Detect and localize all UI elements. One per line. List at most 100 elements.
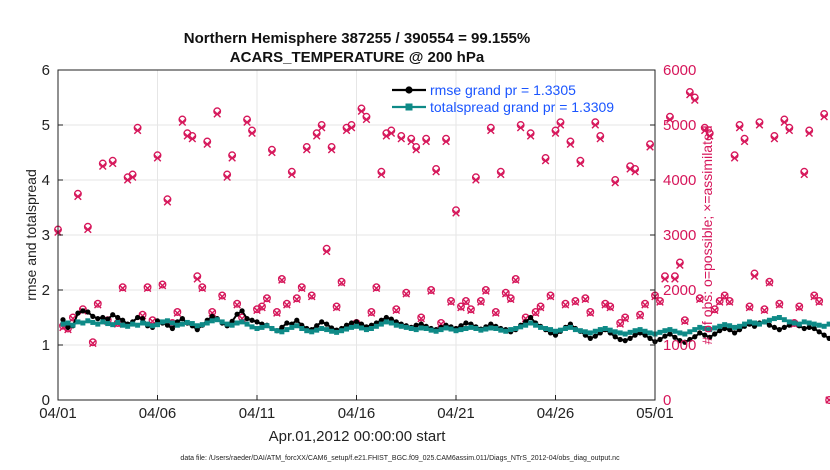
right-tick-label: 2000 — [663, 282, 696, 299]
spread-point — [712, 325, 718, 331]
rmse-point — [622, 338, 628, 344]
spread-point — [319, 326, 325, 331]
rmse-point — [801, 325, 807, 332]
rmse-point — [348, 320, 355, 326]
spread-point — [607, 327, 613, 333]
spread-point — [493, 326, 499, 331]
obs-assimilated-point — [382, 132, 391, 140]
obs-possible-point — [263, 294, 271, 303]
rmse-point — [179, 316, 185, 322]
rmse-point — [667, 331, 673, 337]
spread-point — [279, 329, 285, 335]
rmse-point — [552, 332, 559, 338]
spread-point — [682, 331, 688, 337]
spread-point — [523, 322, 529, 328]
obs-possible-point — [372, 283, 381, 292]
spread-point — [100, 319, 106, 325]
rmse-point — [702, 332, 708, 338]
obs-assimilated-point — [815, 298, 823, 306]
obs-assimilated-point — [546, 292, 555, 301]
spread-point — [299, 326, 305, 331]
obs-assimilated-point — [581, 295, 590, 304]
spread-point — [617, 330, 623, 336]
spread-point — [393, 322, 399, 328]
obs-assimilated-point — [258, 303, 266, 312]
spread-point — [821, 323, 827, 329]
obs-possible-point — [143, 283, 152, 292]
x-axis: 04/01 04/06 04/11 04/16 04/21 04/26 05/01 — [39, 395, 674, 422]
obs-assimilated-point — [317, 123, 326, 132]
obs-assimilated-point — [263, 295, 271, 304]
spread-point — [786, 319, 792, 325]
spread-point — [448, 326, 454, 332]
spread-point — [358, 325, 364, 331]
spread-point — [274, 328, 280, 334]
spread-point — [194, 323, 200, 329]
rmse-point — [722, 325, 728, 332]
spread-point — [135, 322, 141, 328]
obs-assimilated-point — [278, 276, 286, 284]
spread-point — [423, 326, 429, 331]
spread-point — [90, 319, 96, 325]
spread-point — [727, 323, 733, 329]
obs-possible-point — [258, 302, 266, 311]
obs-possible-point — [462, 297, 470, 305]
legend-spread-label: totalspread grand pr = 1.3309 — [430, 99, 614, 115]
obs-assimilated-point — [511, 276, 520, 284]
rmse-point — [378, 317, 384, 323]
left-tick-label: 2 — [42, 282, 50, 299]
spread-point — [344, 326, 350, 332]
rmse-point — [771, 324, 778, 330]
spread-point — [105, 321, 111, 327]
obs-possible-point — [795, 302, 804, 311]
spread-point — [294, 323, 300, 329]
spread-point — [314, 327, 320, 333]
rmse-point — [781, 324, 787, 330]
spread-point — [543, 326, 549, 331]
obs-possible-point — [292, 294, 301, 303]
rmse-point — [169, 325, 176, 332]
rmse-point — [294, 317, 300, 323]
obs-possible-point — [466, 305, 475, 314]
chart-title: Northern Hemisphere 387255 / 390554 = 99… — [184, 30, 530, 66]
spread-point — [259, 324, 265, 330]
spread-point — [572, 327, 578, 333]
obs-assimilated-point — [178, 118, 187, 127]
obs-assimilated-point — [392, 306, 401, 315]
right-tick-label: 0 — [663, 392, 671, 409]
spread-point — [398, 323, 404, 329]
spread-point — [443, 325, 449, 331]
spread-point — [458, 327, 464, 333]
rmse-point — [85, 309, 91, 315]
spread-point — [647, 330, 653, 336]
obs-possible-point — [656, 297, 664, 305]
obs-assimilated-point — [656, 298, 664, 306]
obs-assimilated-point — [516, 123, 525, 132]
obs-assimilated-point — [123, 176, 132, 184]
rmse-point — [727, 327, 733, 333]
obs-assimilated-point — [253, 306, 261, 315]
rmse-point — [388, 316, 394, 322]
obs-possible-point — [457, 302, 465, 311]
rmse-point — [821, 332, 827, 338]
spread-point — [567, 324, 573, 330]
obs-assimilated-point — [561, 301, 570, 309]
x-tick-label: 04/16 — [338, 405, 376, 422]
obs-assimilated-point — [427, 287, 435, 295]
spread-point — [130, 321, 136, 327]
obs-assimilated-point — [477, 298, 485, 306]
obs-possible-point — [447, 297, 455, 305]
spread-point — [463, 326, 469, 331]
obs-assimilated-point — [143, 284, 152, 293]
rmse-point — [413, 322, 419, 328]
obs-assimilated-point — [402, 290, 411, 298]
obs-assimilated-point — [551, 129, 560, 138]
obs-assimilated-point — [805, 129, 814, 138]
spread-point — [587, 330, 593, 336]
rmse-point — [90, 313, 96, 319]
spread-point — [70, 322, 76, 328]
obs-assimilated-point — [193, 275, 202, 283]
spread-point — [702, 326, 708, 331]
spread-point — [752, 320, 757, 326]
obs-assimilated-point — [288, 170, 296, 179]
